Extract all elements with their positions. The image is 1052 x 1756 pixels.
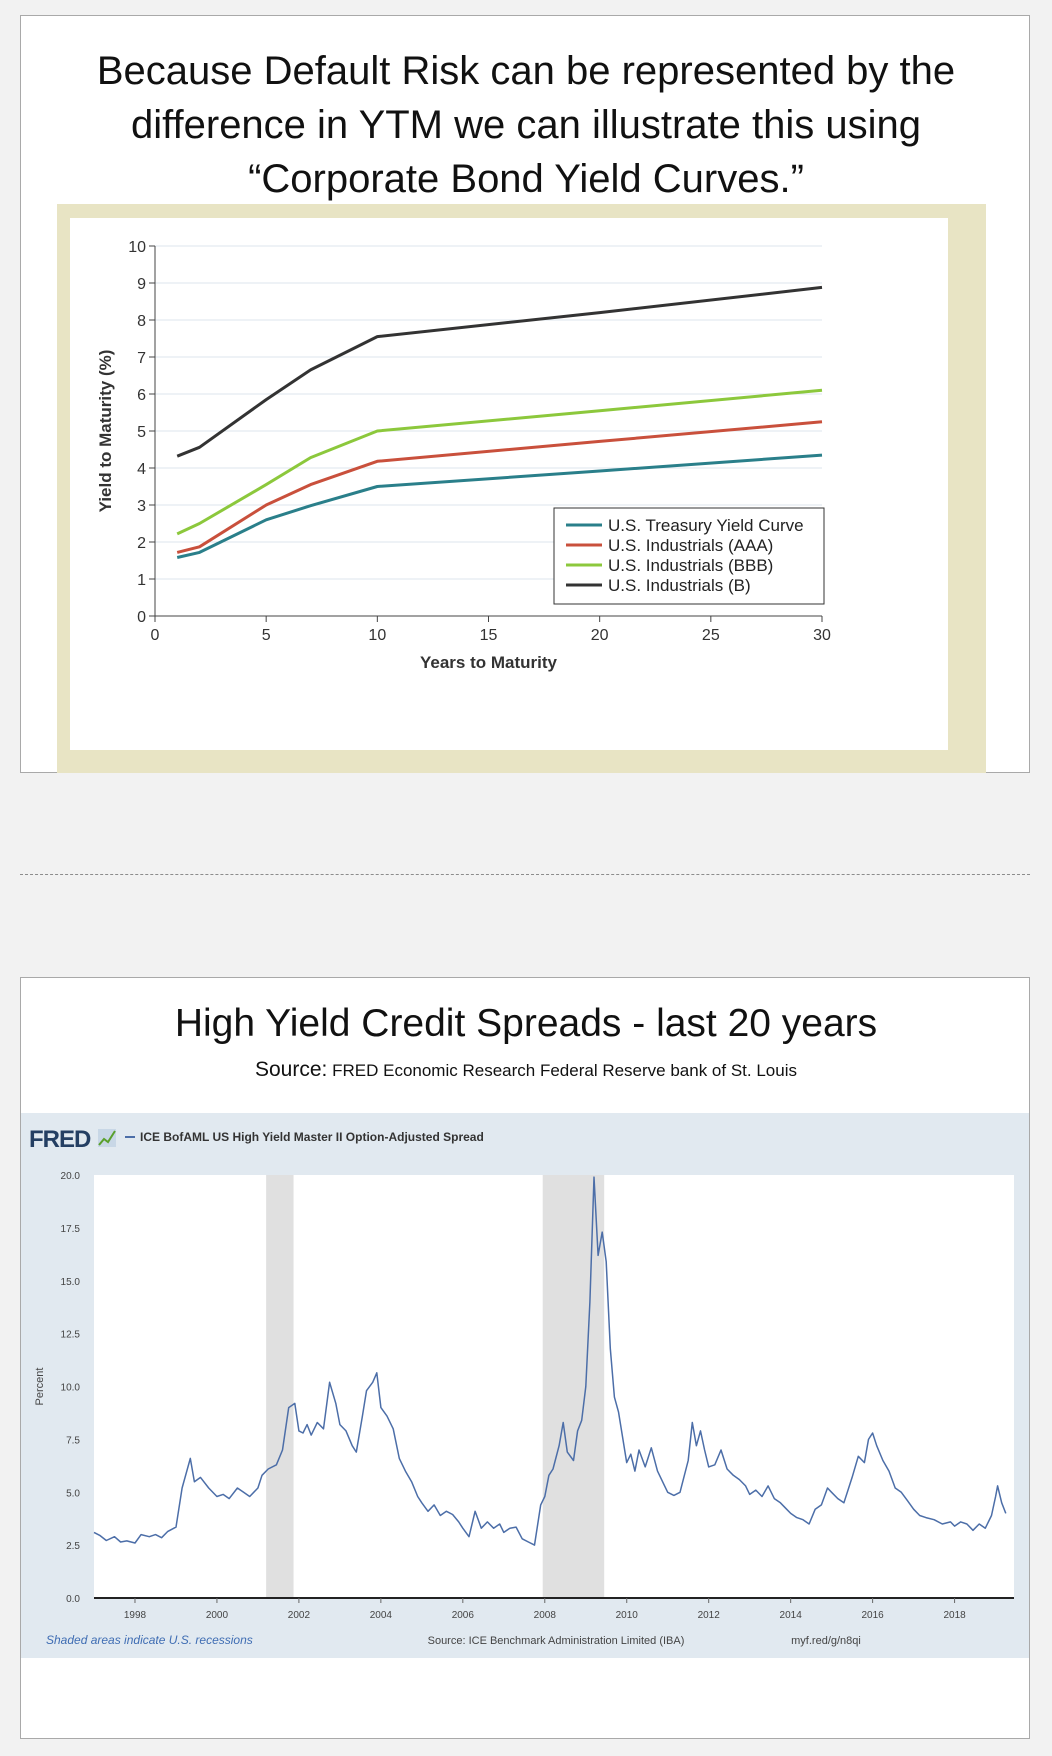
x-tick-label: 15 xyxy=(480,627,498,644)
x-tick-label: 1998 xyxy=(124,1610,147,1621)
x-tick-label: 2006 xyxy=(452,1610,475,1621)
x-tick-label: 2002 xyxy=(288,1610,311,1621)
fred-spread-chart: FRED ICE BofAML US High Yield Master II O… xyxy=(29,1126,1014,1647)
y-tick-label: 0 xyxy=(137,609,146,626)
y-axis-label: Percent xyxy=(34,1368,46,1406)
y-tick-label: 10 xyxy=(128,239,146,256)
fred-chart-frame: FRED ICE BofAML US High Yield Master II O… xyxy=(21,1113,1029,1658)
source-line: Source: FRED Economic Research Federal R… xyxy=(21,1058,1031,1082)
fred-chart-icon xyxy=(98,1129,116,1147)
x-tick-label: 2004 xyxy=(370,1610,393,1621)
y-tick-label: 7.5 xyxy=(66,1435,80,1446)
y-tick-label: 8 xyxy=(137,313,146,330)
x-tick-label: 30 xyxy=(813,627,831,644)
x-tick-label: 2014 xyxy=(780,1610,803,1621)
x-tick-label: 20 xyxy=(591,627,609,644)
x-tick-label: 2000 xyxy=(206,1610,229,1621)
y-tick-label: 6 xyxy=(137,387,146,404)
slide-title: Because Default Risk can be represented … xyxy=(21,44,1031,206)
yield-curve-chart: 0 1 2 3 4 5 6 7 8 9 10 0 5 10 15 20 25 30 Years to Maturit… xyxy=(96,239,831,672)
fred-chart-icon-bg xyxy=(98,1129,116,1147)
slide-high-yield-spreads: High Yield Credit Spreads - last 20 year… xyxy=(20,977,1030,1739)
legend-label-b: U.S. Industrials (B) xyxy=(608,576,751,595)
legend-label-bbb: U.S. Industrials (BBB) xyxy=(608,556,773,575)
fred-logo: FRED xyxy=(29,1126,91,1153)
footer-recession-note: Shaded areas indicate U.S. recessions xyxy=(46,1633,253,1647)
y-tick-label: 20.0 xyxy=(61,1171,81,1182)
y-tick-label: 2.5 xyxy=(66,1541,80,1552)
section-divider xyxy=(20,874,1030,875)
series-line-treasury xyxy=(176,453,823,559)
y-tick-label: 5.0 xyxy=(66,1488,80,1499)
footer-shortlink: myf.red/g/n8qi xyxy=(791,1635,861,1647)
spread-series-line xyxy=(93,1176,1007,1546)
legend-label-aaa: U.S. Industrials (AAA) xyxy=(608,536,773,555)
slide-title: High Yield Credit Spreads - last 20 year… xyxy=(174,1002,878,1045)
y-tick-label: 10.0 xyxy=(61,1383,81,1394)
x-tick-label: 5 xyxy=(262,627,271,644)
x-tick-label: 2012 xyxy=(698,1610,721,1621)
x-tick-label: 2008 xyxy=(534,1610,557,1621)
source-label: Source: xyxy=(255,1058,328,1081)
x-tick-label: 10 xyxy=(368,627,386,644)
y-tick-label: 15.0 xyxy=(61,1277,81,1288)
series-line-aaa xyxy=(176,420,823,554)
y-tick-label: 5 xyxy=(137,424,146,441)
y-tick-label: 7 xyxy=(137,350,146,367)
y-tick-label: 1 xyxy=(137,572,146,589)
slide-corporate-yield-curves: Because Default Risk can be represented … xyxy=(20,15,1030,773)
y-tick-label: 9 xyxy=(137,276,146,293)
x-tick-label: 2018 xyxy=(943,1610,966,1621)
chart-panel: 0 1 2 3 4 5 6 7 8 9 10 0 5 10 15 20 25 30 Years to Maturit… xyxy=(70,218,948,750)
y-tick-label: 17.5 xyxy=(61,1224,81,1235)
slide-title-line-3: “Corporate Bond Yield Curves.” xyxy=(248,157,804,201)
y-tick-label: 2 xyxy=(137,535,146,552)
fred-chart-icon-line xyxy=(98,1130,116,1146)
y-axis-label: Yield to Maturity (%) xyxy=(96,350,115,513)
y-tick-label: 12.5 xyxy=(61,1330,81,1341)
y-tick-label: 0.0 xyxy=(66,1594,80,1605)
footer-source: Source: ICE Benchmark Administration Lim… xyxy=(428,1635,685,1647)
recession-band xyxy=(266,1175,294,1598)
legend-box xyxy=(553,507,825,605)
series-line-b xyxy=(176,285,823,458)
slide-title-line-2: difference in YTM we can illustrate this… xyxy=(130,103,922,147)
x-tick-label: 0 xyxy=(151,627,160,644)
legend-label-treasury: U.S. Treasury Yield Curve xyxy=(608,516,804,535)
series-line-bbb xyxy=(176,388,823,536)
x-tick-label: 25 xyxy=(702,627,720,644)
slide-title-line-1: Because Default Risk can be represented … xyxy=(96,49,956,93)
x-tick-label: 2016 xyxy=(861,1610,884,1621)
x-tick-label: 2010 xyxy=(616,1610,639,1621)
chart-frame: 0 1 2 3 4 5 6 7 8 9 10 0 5 10 15 20 25 30 Years to Maturit… xyxy=(57,204,986,773)
source-text: FRED Economic Research Federal Reserve b… xyxy=(332,1061,797,1080)
series-legend-label: ICE BofAML US High Yield Master II Optio… xyxy=(140,1130,484,1144)
y-tick-label: 3 xyxy=(137,498,146,515)
recession-band xyxy=(542,1175,605,1598)
y-tick-label: 4 xyxy=(137,461,146,478)
x-axis-label: Years to Maturity xyxy=(420,653,558,672)
